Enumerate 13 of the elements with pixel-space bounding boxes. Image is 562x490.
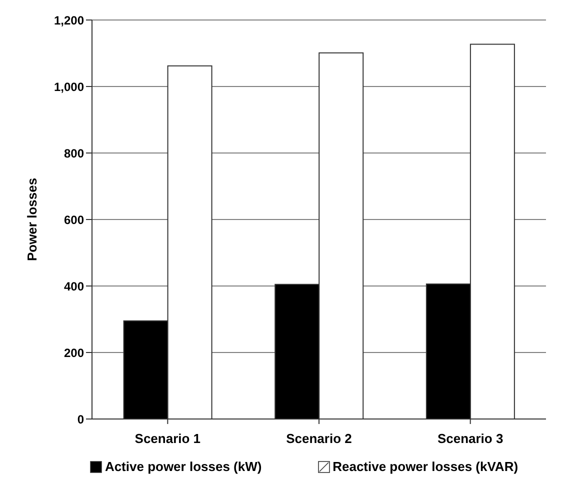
y-tick-label: 800 xyxy=(64,146,84,160)
y-tick-label: 0 xyxy=(77,412,84,426)
x-tick-label: Scenario 1 xyxy=(134,431,201,446)
y-axis-title: Power losses xyxy=(24,178,40,262)
y-tick-label: 1,000 xyxy=(54,80,84,94)
legend-label: Active power losses (kW) xyxy=(104,459,262,474)
y-tick-label: 1,200 xyxy=(54,13,84,28)
x-tick-label: Scenario 3 xyxy=(437,431,504,446)
y-tick-label: 600 xyxy=(64,212,84,227)
legend-label: Reactive power losses (kVAR) xyxy=(332,459,518,474)
y-tick-label: 400 xyxy=(64,279,84,294)
y-tick-label: 200 xyxy=(64,346,84,360)
x-tick-label: Scenario 2 xyxy=(286,431,352,446)
